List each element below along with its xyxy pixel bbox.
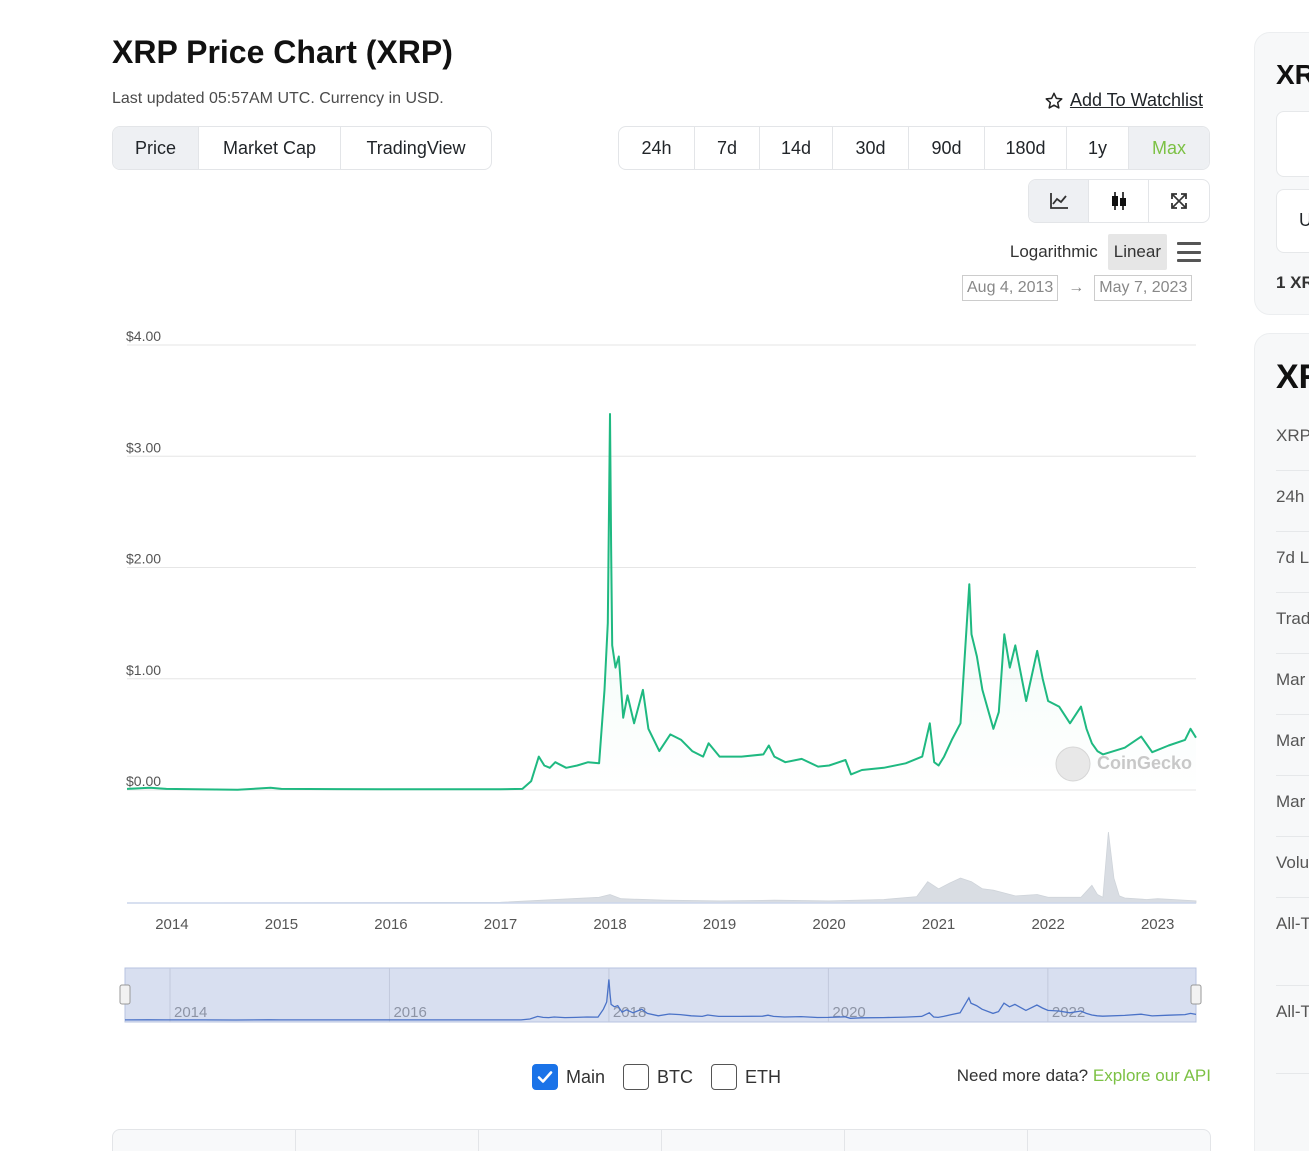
- tab-market-cap[interactable]: Market Cap: [199, 127, 341, 169]
- x-tick-label: 2020: [812, 916, 845, 933]
- range-7d[interactable]: 7d: [695, 127, 760, 169]
- btc-label: BTC: [657, 1066, 694, 1087]
- stats-row: Mar: [1276, 715, 1309, 776]
- navigator-window: [124, 967, 1197, 1023]
- hamburger-menu-icon[interactable]: [1177, 242, 1201, 262]
- y-tick-label: $3.00: [126, 439, 161, 455]
- converter-rate: 1 XR: [1276, 273, 1309, 292]
- eth-label: ETH: [745, 1066, 782, 1087]
- coingecko-watermark: CoinGecko: [1097, 753, 1192, 773]
- chart-tools: [1028, 179, 1210, 223]
- converter-input-crypto[interactable]: [1276, 111, 1309, 177]
- x-tick-label: 2016: [374, 916, 407, 933]
- scale-logarithmic[interactable]: Logarithmic: [1009, 242, 1098, 261]
- stats-title: XR: [1276, 358, 1309, 396]
- candlestick-icon[interactable]: [1089, 180, 1149, 222]
- stats-row: XRP: [1276, 410, 1309, 471]
- navigator-handle: [119, 984, 131, 1005]
- x-tick-label: 2021: [922, 916, 955, 933]
- checkmark-icon: [537, 1071, 553, 1083]
- y-tick-label: $0.00: [126, 773, 161, 789]
- perf-col: [1028, 1130, 1210, 1151]
- tab-tradingview[interactable]: TradingView: [366, 137, 466, 158]
- performance-table-header: [112, 1129, 1211, 1151]
- tab-price[interactable]: Price: [113, 127, 199, 169]
- stats-row: Volu: [1276, 837, 1309, 898]
- converter-card: XR U 1 XR: [1254, 32, 1309, 315]
- x-tick-label: 2018: [593, 916, 626, 933]
- navigator-series-line: [124, 979, 1197, 1021]
- perf-col: [113, 1130, 296, 1151]
- perf-col: [296, 1130, 479, 1151]
- navigator-tick-label: 2016: [393, 1004, 426, 1021]
- add-to-watchlist-link[interactable]: Add To Watchlist: [1044, 90, 1203, 111]
- y-tick-label: $4.00: [126, 328, 161, 344]
- last-updated-text: Last updated 05:57AM UTC. Currency in US…: [112, 90, 444, 107]
- range-max[interactable]: Max: [1129, 127, 1209, 169]
- stats-card: XR XRP 24h 7d L Trad Mar Mar Mar Volu Al…: [1254, 333, 1309, 1151]
- main-checkbox[interactable]: [532, 1064, 558, 1090]
- range-90d[interactable]: 90d: [909, 127, 985, 169]
- stats-row: All-T: [1276, 898, 1309, 986]
- navigator-handle: [1190, 984, 1202, 1005]
- eth-checkbox[interactable]: [711, 1064, 738, 1090]
- date-range: Aug 4, 2013 → May 7, 2023: [962, 275, 1193, 301]
- api-prompt: Need more data?: [956, 1066, 1089, 1085]
- page-title: XRP Price Chart (XRP): [112, 34, 453, 70]
- stats-row: Mar: [1276, 776, 1309, 837]
- navigator-tick-label: 2014: [174, 1004, 207, 1021]
- x-tick-label: 2022: [1031, 916, 1064, 933]
- scale-toggle: Logarithmic Linear: [1004, 234, 1201, 270]
- date-from-input[interactable]: Aug 4, 2013: [962, 275, 1059, 301]
- arrow-icon: →: [1068, 279, 1085, 296]
- coingecko-logo-icon: [1055, 746, 1091, 782]
- perf-col: [662, 1130, 845, 1151]
- x-tick-label: 2015: [265, 916, 298, 933]
- main-label: Main: [566, 1066, 606, 1087]
- scale-linear[interactable]: Linear: [1107, 234, 1167, 270]
- expand-icon[interactable]: [1149, 180, 1209, 222]
- time-range-selector: 24h 7d 14d 30d 90d 180d 1y Max: [618, 126, 1210, 170]
- option-main[interactable]: Main: [532, 1064, 605, 1090]
- navigator-tick-label: 2018: [613, 1004, 646, 1021]
- stats-row: 7d L: [1276, 532, 1309, 593]
- star-icon: [1045, 92, 1063, 109]
- perf-col: [479, 1130, 662, 1151]
- x-tick-label: 2023: [1141, 916, 1174, 933]
- option-btc[interactable]: BTC: [623, 1064, 693, 1090]
- explore-api-link[interactable]: Explore our API: [1092, 1066, 1211, 1085]
- stats-row: Trad: [1276, 593, 1309, 654]
- converter-title: XR: [1276, 59, 1309, 90]
- chart-type-tabs: Price Market Cap TradingView: [112, 126, 492, 170]
- range-30d[interactable]: 30d: [833, 127, 909, 169]
- series-options: Main BTC ETH: [532, 1064, 781, 1090]
- stats-row: All-T: [1276, 986, 1309, 1074]
- converter-input-fiat[interactable]: U: [1276, 189, 1309, 253]
- range-24h[interactable]: 24h: [619, 127, 695, 169]
- option-eth[interactable]: ETH: [711, 1064, 781, 1090]
- btc-checkbox[interactable]: [623, 1064, 650, 1090]
- stats-row: 24h: [1276, 471, 1309, 532]
- perf-col: [845, 1130, 1028, 1151]
- y-tick-label: $2.00: [126, 551, 161, 567]
- price-series-line: [126, 413, 1197, 791]
- price-area-fill: [127, 414, 1196, 790]
- x-tick-label: 2019: [703, 916, 736, 933]
- date-to-input[interactable]: May 7, 2023: [1094, 275, 1193, 301]
- line-chart-icon[interactable]: [1029, 180, 1089, 222]
- x-tick-label: 2014: [155, 916, 188, 933]
- x-tick-label: 2017: [484, 916, 517, 933]
- range-1y[interactable]: 1y: [1067, 127, 1129, 169]
- price-chart: $0.00 $1.00 $2.00 $3.00 $4.00 CoinGecko 2014 20…: [119, 328, 1202, 1023]
- watchlist-label: Add To Watchlist: [1069, 90, 1203, 110]
- range-180d[interactable]: 180d: [985, 127, 1067, 169]
- api-promo: Need more data? Explore our API: [957, 1066, 1211, 1086]
- y-tick-label: $1.00: [126, 662, 161, 678]
- volume-area: [128, 831, 1197, 904]
- range-14d[interactable]: 14d: [760, 127, 833, 169]
- stats-row: Mar: [1276, 654, 1309, 715]
